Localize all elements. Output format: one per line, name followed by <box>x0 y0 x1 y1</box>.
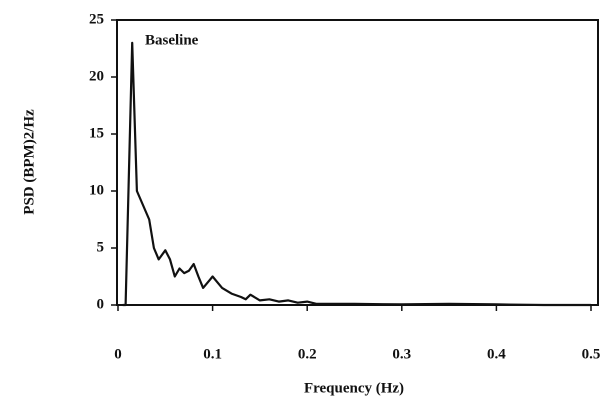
x-tick-label: 0.1 <box>203 346 222 362</box>
y-tick-label: 0 <box>97 296 105 312</box>
data-line <box>122 41 591 307</box>
y-axis-label: PSD (BPM)2/Hz <box>21 109 37 215</box>
x-tick-label: 0.2 <box>298 346 317 362</box>
x-tick-label: 0.4 <box>487 346 506 362</box>
x-tick-label: 0.3 <box>392 346 411 362</box>
x-axis-label: Frequency (Hz) <box>304 380 404 396</box>
y-tick-label: 20 <box>89 68 104 84</box>
x-tick-label: 0 <box>114 346 122 362</box>
plot-frame <box>116 19 599 306</box>
y-tick-label: 5 <box>97 239 105 255</box>
y-tick-label: 10 <box>89 182 104 198</box>
x-tick-label: 0.5 <box>582 346 601 362</box>
y-tick-label: 25 <box>89 11 104 27</box>
annotation: Baseline <box>145 32 199 48</box>
y-tick-label: 15 <box>89 125 104 141</box>
